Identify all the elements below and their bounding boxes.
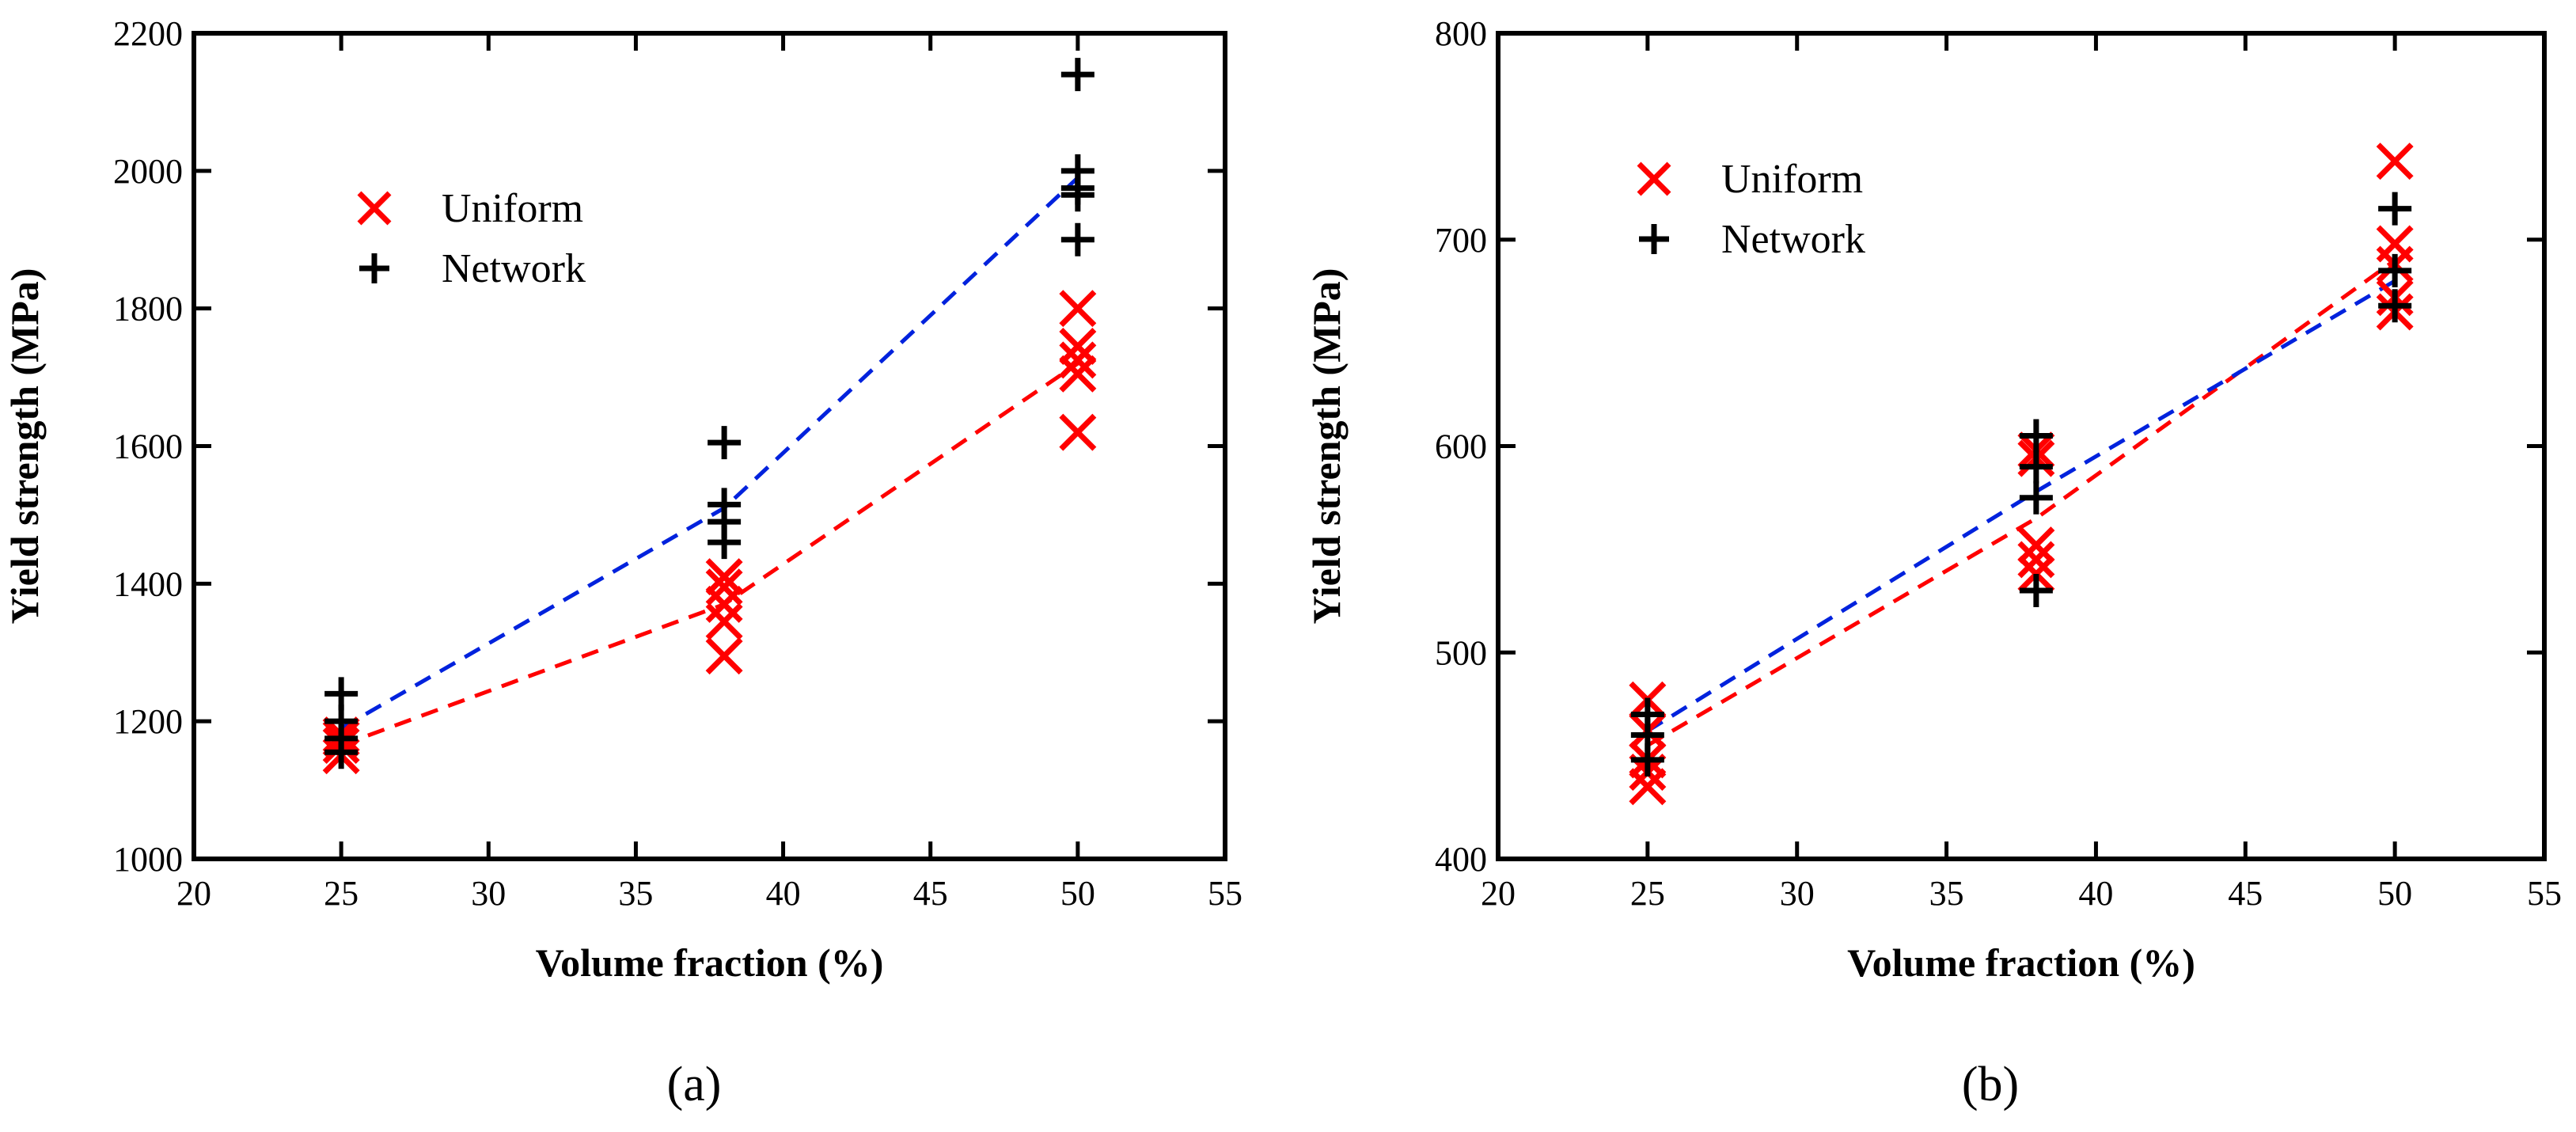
data-point-uniform-7-stroke-2 bbox=[2017, 526, 2055, 564]
x-tick-label: 25 bbox=[1630, 874, 1665, 913]
y-tick-label: 1400 bbox=[113, 564, 183, 603]
trend-line-uniform bbox=[1646, 258, 2396, 747]
data-point-uniform-12-stroke-2 bbox=[1059, 327, 1097, 365]
y-tick-label: 500 bbox=[1435, 633, 1487, 672]
panel-caption: (b) bbox=[1962, 1058, 2019, 1111]
data-point-uniform-9 bbox=[1059, 413, 1097, 451]
data-point-network-2 bbox=[1630, 697, 1664, 731]
x-tick-label: 30 bbox=[471, 874, 506, 913]
data-point-uniform-8 bbox=[705, 558, 743, 596]
data-point-network-11 bbox=[1060, 154, 1095, 188]
data-point-uniform-12 bbox=[1059, 327, 1097, 365]
legend-label-network: Network bbox=[442, 246, 586, 291]
legend: Uniform Network bbox=[1637, 157, 1865, 262]
x-tick-label: 50 bbox=[1060, 874, 1095, 913]
data-point-network-6 bbox=[2019, 419, 2053, 453]
data-point-uniform-4-stroke-2 bbox=[705, 637, 743, 675]
x-tick-label: 25 bbox=[324, 874, 359, 913]
y-tick-label: 1200 bbox=[113, 702, 183, 741]
panel-caption: (a) bbox=[667, 1058, 722, 1111]
data-point-uniform-10 bbox=[1059, 355, 1097, 393]
data-point-network-8 bbox=[1060, 222, 1095, 256]
data-point-uniform-5-stroke-2 bbox=[705, 602, 743, 640]
x-tick-label: 20 bbox=[1481, 874, 1516, 913]
x-tick-label: 40 bbox=[766, 874, 801, 913]
data-point-uniform-8-stroke-2 bbox=[705, 558, 743, 596]
x-axis-title: Volume fraction (%) bbox=[1847, 940, 2195, 985]
data-point-uniform-4 bbox=[705, 637, 743, 675]
y-tick-label: 1800 bbox=[113, 290, 183, 329]
legend-marker-network bbox=[1639, 224, 1669, 254]
data-point-uniform-11 bbox=[1059, 341, 1097, 379]
x-tick-label: 20 bbox=[176, 874, 211, 913]
data-point-uniform-6 bbox=[2017, 541, 2055, 579]
data-point-uniform-13 bbox=[1059, 290, 1097, 328]
data-point-uniform-0 bbox=[1629, 768, 1667, 806]
data-point-network-7 bbox=[708, 426, 742, 460]
data-point-uniform-7-stroke-2 bbox=[705, 568, 743, 606]
data-point-uniform-13-stroke-2 bbox=[1059, 290, 1097, 328]
data-point-uniform-0-stroke-2 bbox=[1629, 768, 1667, 806]
data-point-network-7 bbox=[2378, 289, 2412, 323]
y-tick-label: 1000 bbox=[113, 840, 183, 879]
data-point-uniform-9-stroke-2 bbox=[1059, 413, 1097, 451]
data-point-network-8 bbox=[2378, 253, 2412, 287]
x-tick-label: 50 bbox=[2377, 874, 2412, 913]
x-tick-label: 45 bbox=[2228, 874, 2263, 913]
y-tick-label: 2000 bbox=[113, 152, 183, 191]
y-tick-label: 400 bbox=[1435, 840, 1487, 879]
data-point-uniform-6 bbox=[705, 585, 743, 623]
y-axis-title: Yield strength (MPa) bbox=[2, 268, 47, 625]
x-tick-label: 30 bbox=[1780, 874, 1815, 913]
trend-line-network bbox=[1646, 279, 2396, 733]
data-point-uniform-6-stroke-2 bbox=[2017, 541, 2055, 579]
data-point-network-3 bbox=[2019, 574, 2053, 608]
legend-marker-uniform-stroke-2 bbox=[1637, 161, 1671, 196]
data-point-uniform-13-stroke-2 bbox=[2376, 225, 2414, 263]
trend-line-uniform bbox=[340, 362, 1079, 747]
legend-marker-uniform bbox=[1637, 161, 1671, 196]
chart-panel-b: 20 25 30 35 40 45 50 55 400 500 600 700 800 Volume fr… bbox=[1304, 14, 2562, 1111]
data-point-uniform-11-stroke-2 bbox=[1059, 341, 1097, 379]
y-tick-label: 2200 bbox=[113, 14, 183, 53]
x-tick-label: 55 bbox=[1208, 874, 1242, 913]
legend-marker-uniform bbox=[357, 191, 392, 226]
y-axis-title: Yield strength (MPa) bbox=[1304, 268, 1349, 625]
data-point-network-5 bbox=[2019, 450, 2053, 484]
legend-label-uniform: Uniform bbox=[1721, 157, 1863, 202]
legend-label-network: Network bbox=[1721, 217, 1865, 262]
x-tick-label: 35 bbox=[618, 874, 653, 913]
data-point-network-9 bbox=[2378, 192, 2412, 226]
data-point-uniform-7 bbox=[705, 568, 743, 606]
y-tick-label: 800 bbox=[1435, 14, 1487, 53]
data-point-network-12 bbox=[1060, 58, 1095, 92]
data-point-network-6 bbox=[708, 488, 742, 522]
x-tick-label: 45 bbox=[913, 874, 948, 913]
data-point-uniform-10-stroke-2 bbox=[1059, 355, 1097, 393]
legend-marker-uniform-stroke-2 bbox=[357, 191, 392, 226]
x-tick-label: 35 bbox=[1929, 874, 1964, 913]
y-tick-label: 600 bbox=[1435, 427, 1487, 466]
x-tick-label: 55 bbox=[2527, 874, 2562, 913]
data-point-network-3 bbox=[324, 677, 359, 711]
legend-marker-network bbox=[359, 253, 389, 283]
legend-label-uniform: Uniform bbox=[442, 186, 583, 231]
x-axis-title: Volume fraction (%) bbox=[536, 940, 884, 985]
y-tick-label: 700 bbox=[1435, 221, 1487, 260]
data-point-network-4 bbox=[2019, 481, 2053, 515]
data-point-uniform-14 bbox=[2376, 142, 2414, 180]
data-point-uniform-6-stroke-2 bbox=[705, 585, 743, 623]
data-point-uniform-14-stroke-2 bbox=[2376, 142, 2414, 180]
data-point-uniform-5 bbox=[705, 602, 743, 640]
legend: Uniform Network bbox=[357, 186, 586, 291]
chart-panel-a: 20 25 30 35 40 45 50 55 1000 1200 1400 1600 1800 2000… bbox=[2, 14, 1242, 1111]
y-tick-label: 1600 bbox=[113, 427, 183, 466]
data-point-uniform-13 bbox=[2376, 225, 2414, 263]
data-point-uniform-7 bbox=[2017, 526, 2055, 564]
x-tick-label: 40 bbox=[2078, 874, 2113, 913]
